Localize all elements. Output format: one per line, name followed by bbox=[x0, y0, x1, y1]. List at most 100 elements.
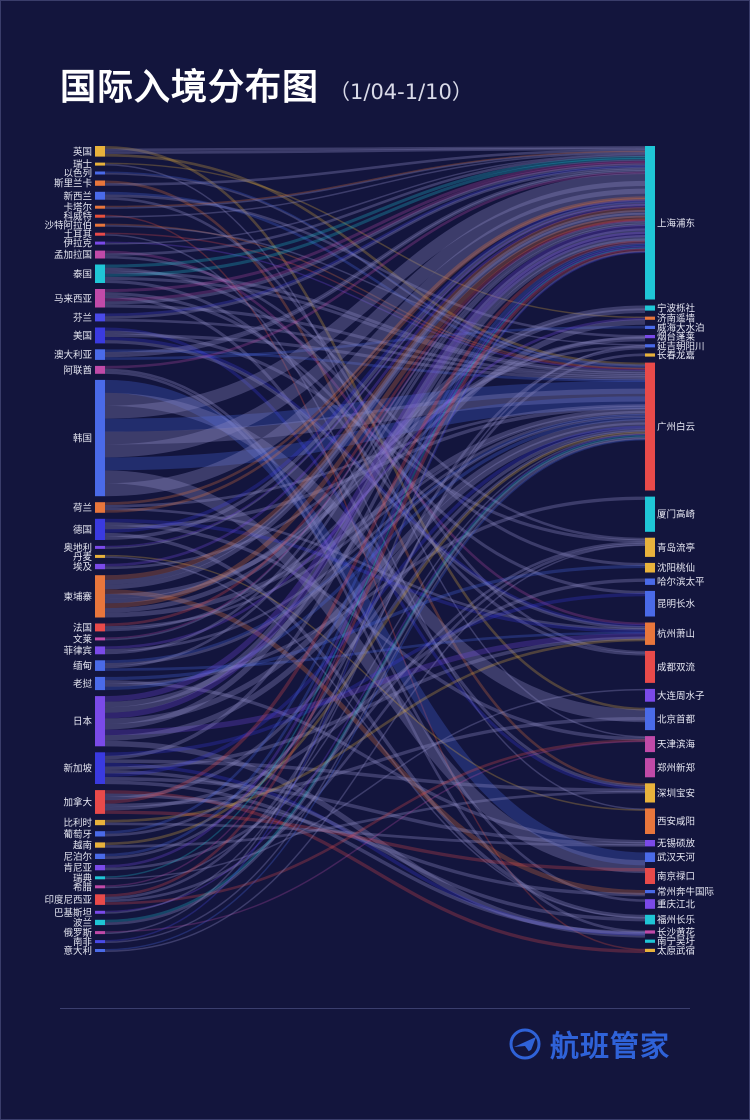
sankey-link bbox=[104, 633, 646, 736]
sankey-link bbox=[104, 199, 646, 533]
sankey-link bbox=[104, 433, 646, 913]
sankey-link bbox=[104, 171, 646, 369]
sankey-link bbox=[104, 636, 646, 770]
brand-name: 航班管家 bbox=[550, 1029, 671, 1063]
sankey-link bbox=[104, 346, 646, 860]
sankey-link bbox=[104, 149, 646, 186]
sankey-link bbox=[104, 224, 646, 702]
sankey-link bbox=[104, 225, 646, 346]
source-node-label: 斯里兰卡 bbox=[54, 178, 93, 190]
source-node-label: 孟加拉国 bbox=[54, 249, 92, 261]
target-nodes: 上海浦东宁波栎社济南遥墙威海大水泊烟台蓬莱延吉朝阳川长春龙嘉广州白云厦门高崎青岛… bbox=[645, 146, 715, 957]
source-node-label: 南非 bbox=[73, 936, 93, 948]
target-node-label: 厦门高崎 bbox=[657, 509, 696, 521]
target-node-label: 宁波栎社 bbox=[657, 303, 696, 315]
target-node-bar bbox=[645, 758, 655, 778]
source-node-bar bbox=[95, 940, 105, 944]
sankey-link bbox=[104, 327, 646, 790]
sankey-link bbox=[104, 427, 646, 801]
sankey-link bbox=[104, 279, 646, 656]
source-node-bar bbox=[95, 365, 105, 374]
sankey-link bbox=[104, 304, 646, 378]
sankey-link bbox=[104, 240, 646, 804]
sankey-link bbox=[104, 295, 646, 788]
sankey-link bbox=[104, 242, 646, 834]
sankey-link bbox=[104, 152, 646, 218]
sankey-link bbox=[104, 434, 646, 923]
sankey-link bbox=[104, 638, 646, 823]
sankey-link bbox=[104, 223, 646, 370]
target-node-label: 杭州萧山 bbox=[657, 628, 695, 640]
source-node-label: 韩国 bbox=[73, 433, 92, 445]
source-node-label: 阿联酋 bbox=[63, 364, 92, 376]
source-node-bar bbox=[95, 646, 105, 655]
source-node-label: 芬兰 bbox=[73, 312, 92, 324]
sankey-link bbox=[104, 556, 646, 919]
sankey-link bbox=[104, 207, 646, 580]
target-node-bar bbox=[645, 578, 655, 585]
sankey-link bbox=[104, 380, 646, 432]
target-node-bar bbox=[645, 325, 655, 329]
sankey-link bbox=[104, 330, 646, 543]
source-node-bar bbox=[95, 241, 105, 245]
source-node-label: 希腊 bbox=[73, 881, 93, 893]
sankey-link bbox=[104, 541, 646, 871]
target-node-bar bbox=[645, 899, 655, 909]
source-node-bar bbox=[95, 885, 105, 889]
target-node-bar bbox=[645, 707, 655, 731]
source-node-label: 越南 bbox=[73, 840, 92, 852]
source-node-label: 瑞典 bbox=[73, 872, 93, 884]
source-node-bar bbox=[95, 563, 105, 570]
sankey-link bbox=[104, 349, 646, 382]
sankey-link bbox=[104, 425, 646, 778]
sankey-link bbox=[104, 255, 646, 541]
sankey-link bbox=[104, 496, 646, 687]
target-node-bar bbox=[645, 783, 655, 803]
target-node-label: 长春龙嘉 bbox=[657, 350, 695, 362]
source-node-bar bbox=[95, 949, 105, 952]
sankey-link bbox=[104, 214, 646, 951]
sankey-link bbox=[104, 436, 646, 926]
sankey-link bbox=[104, 146, 646, 152]
target-node-bar bbox=[645, 650, 655, 683]
target-node-label: 西安咸阳 bbox=[657, 816, 695, 828]
sankey-link bbox=[104, 238, 646, 760]
sankey-link bbox=[104, 410, 646, 629]
source-node-bar bbox=[95, 180, 105, 186]
source-node-bar bbox=[95, 696, 105, 747]
sankey-link bbox=[104, 822, 646, 847]
sankey-link bbox=[104, 345, 646, 570]
sankey-link bbox=[104, 680, 646, 844]
sankey-link bbox=[104, 522, 646, 741]
sankey-link bbox=[104, 740, 646, 933]
sankey-link bbox=[104, 793, 646, 897]
sankey-link bbox=[104, 759, 646, 793]
sankey-link bbox=[104, 191, 646, 369]
sankey-link bbox=[104, 270, 646, 374]
target-node-label: 延吉朝阳川 bbox=[657, 340, 705, 352]
target-node-bar bbox=[645, 353, 655, 357]
sankey-link bbox=[104, 739, 646, 905]
sankey-link bbox=[104, 203, 646, 548]
sankey-link bbox=[104, 371, 646, 934]
sankey-link bbox=[104, 717, 646, 808]
sankey-link bbox=[104, 194, 646, 338]
sankey-link bbox=[104, 245, 646, 868]
source-node-label: 卡塔尔 bbox=[63, 202, 92, 214]
sankey-chart: 英国瑞士以色列斯里兰卡新西兰卡塔尔科威特沙特阿拉伯土耳其伊拉克孟加拉国泰国马来西… bbox=[44, 146, 715, 957]
sankey-link bbox=[104, 325, 646, 360]
source-node-label: 科威特 bbox=[63, 211, 92, 223]
target-node-label: 烟台蓬莱 bbox=[657, 331, 696, 343]
source-node-label: 新加坡 bbox=[63, 763, 92, 775]
sankey-link bbox=[104, 204, 646, 549]
target-node-label: 昆明长水 bbox=[657, 598, 696, 610]
source-node-bar bbox=[95, 349, 105, 360]
target-node-bar bbox=[645, 496, 655, 532]
sankey-link bbox=[104, 155, 646, 268]
source-node-label: 马来西亚 bbox=[54, 294, 93, 305]
source-node-label: 文莱 bbox=[73, 633, 93, 645]
sankey-link bbox=[104, 220, 646, 639]
sankey-link bbox=[104, 153, 646, 366]
source-node-label: 日本 bbox=[73, 716, 93, 728]
sankey-link bbox=[104, 251, 646, 942]
